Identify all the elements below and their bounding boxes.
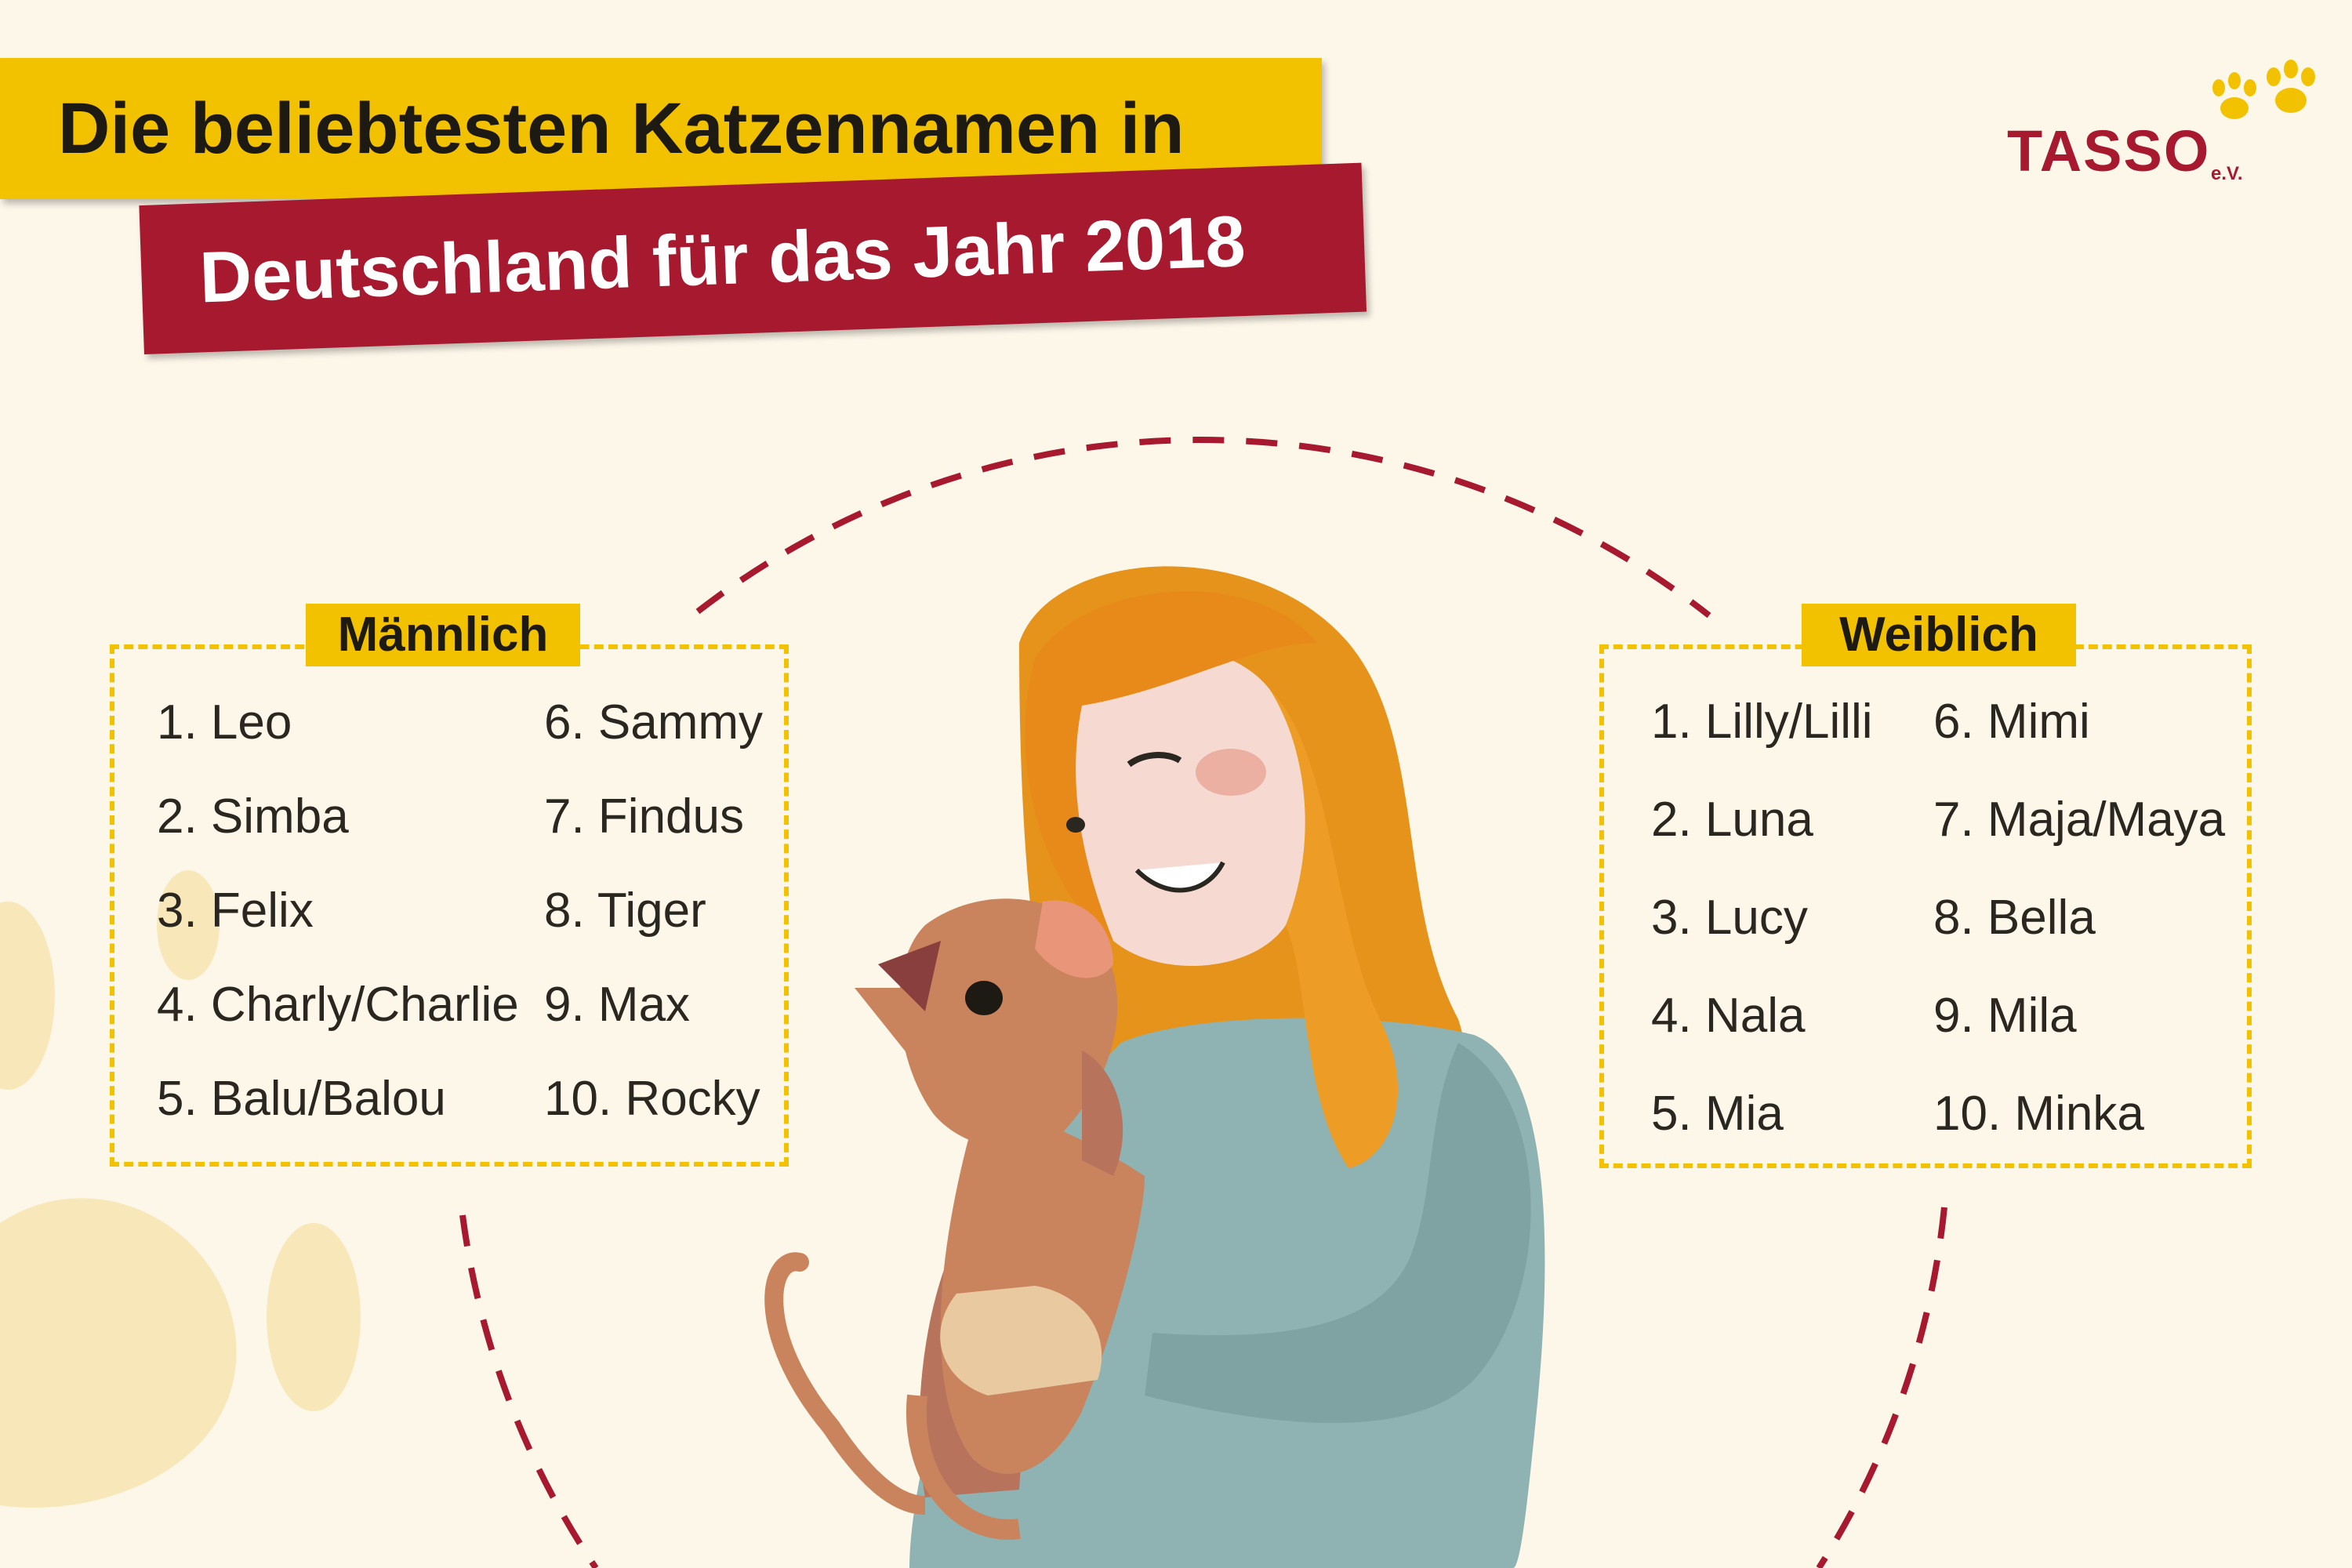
- list-item: 4. Nala: [1651, 989, 1806, 1043]
- female-names-box: Weiblich 1. Lilly/Lilli 2. Luna 3. Lucy …: [1599, 604, 2252, 1168]
- list-item: 2. Luna: [1651, 793, 1813, 847]
- paw-print-icon: [2212, 60, 2315, 119]
- list-item: 3. Felix: [157, 884, 314, 938]
- male-names-box: Männlich 1. Leo 2. Simba 3. Felix 4. Cha…: [110, 604, 789, 1167]
- list-item: 4. Charly/Charlie: [157, 978, 519, 1032]
- list-item: 2. Simba: [157, 789, 349, 844]
- tasso-logo: TASSO: [2007, 118, 2211, 183]
- list-item: 1. Leo: [157, 695, 292, 750]
- female-names-column-1: 1. Lilly/Lilli 2. Luna 3. Lucy 4. Nala 5…: [1651, 673, 1873, 1159]
- list-item: 6. Sammy: [544, 695, 764, 750]
- list-item: 5. Balu/Balou: [157, 1072, 446, 1126]
- faint-paw-prints: [0, 870, 361, 1508]
- list-item: 3. Lucy: [1651, 891, 1808, 945]
- list-item: 8. Bella: [1933, 891, 2096, 945]
- male-label: Männlich: [306, 604, 580, 666]
- list-item: 7. Maja/Maya: [1933, 793, 2226, 847]
- list-item: 1. Lilly/Lilli: [1651, 695, 1873, 749]
- dashed-circle: [459, 437, 1947, 1568]
- woman-illustration: [909, 566, 1545, 1568]
- tasso-logo-suffix: e.V.: [2211, 163, 2243, 184]
- male-names-column-2: 6. Sammy 7. Findus 8. Tiger 9. Max 10. R…: [544, 676, 763, 1146]
- list-item: 6. Mimi: [1933, 695, 2090, 749]
- female-names-column-2: 6. Mimi 7. Maja/Maya 8. Bella 9. Mila 10…: [1933, 673, 2225, 1163]
- list-item: 9. Mila: [1933, 989, 2077, 1043]
- list-item: 9. Max: [544, 978, 691, 1032]
- list-item: 7. Findus: [544, 789, 745, 844]
- female-label: Weiblich: [1802, 604, 2076, 666]
- list-item: 5. Mia: [1651, 1087, 1784, 1141]
- list-item: 10. Minka: [1933, 1087, 2144, 1141]
- list-item: 10. Rocky: [544, 1072, 760, 1126]
- cat-illustration: [764, 898, 1145, 1540]
- list-item: 8. Tiger: [544, 884, 706, 938]
- male-names-column-1: 1. Leo 2. Simba 3. Felix 4. Charly/Charl…: [157, 676, 519, 1146]
